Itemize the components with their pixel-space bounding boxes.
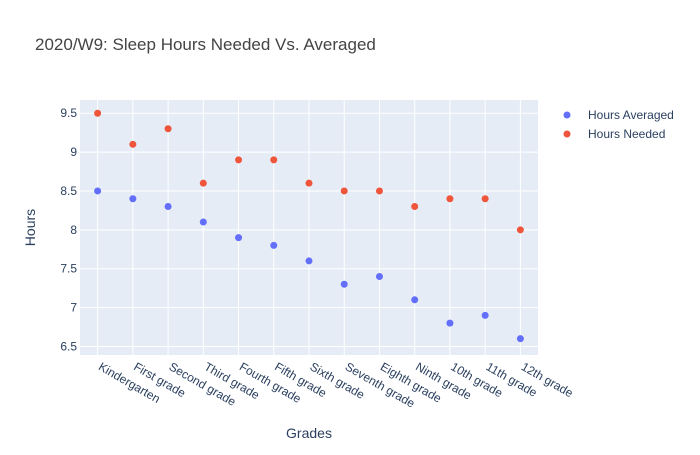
data-point[interactable] [481,195,489,203]
data-point[interactable] [516,226,524,234]
y-tick-label: 7 [70,301,77,315]
data-point[interactable] [305,257,313,265]
data-point[interactable] [129,195,137,203]
data-point[interactable] [411,203,419,211]
series-hours-averaged [94,187,524,343]
data-point[interactable] [340,280,348,288]
data-point[interactable] [199,218,207,226]
data-point[interactable] [411,296,419,304]
legend-marker [563,130,571,138]
y-tick-label: 8.5 [60,184,77,198]
data-points [94,109,524,343]
data-point[interactable] [235,234,243,242]
data-point[interactable] [446,319,454,327]
data-point[interactable] [164,203,172,211]
data-point[interactable] [94,187,102,195]
data-point[interactable] [199,179,207,187]
data-point[interactable] [516,335,524,343]
data-point[interactable] [305,179,313,187]
legend-label: Hours Needed [588,127,665,141]
data-point[interactable] [375,272,383,280]
series-hours-needed [94,109,524,234]
y-axis-ticks: 6.5 7 7.5 8 8.5 9 9.5 [60,106,77,353]
y-tick-label: 8 [70,223,77,237]
data-point[interactable] [481,311,489,319]
legend-marker [563,111,571,119]
data-point[interactable] [375,187,383,195]
data-point[interactable] [270,156,278,164]
legend-item[interactable]: Hours Averaged [563,108,674,122]
y-axis-title: Hours [22,209,38,246]
y-tick-label: 9 [70,145,77,159]
y-tick-label: 6.5 [60,339,77,353]
legend[interactable]: Hours Averaged Hours Needed [563,108,674,141]
data-point[interactable] [164,125,172,133]
legend-label: Hours Averaged [588,108,674,122]
y-tick-label: 7.5 [60,262,77,276]
x-axis-title: Grades [286,425,332,441]
data-point[interactable] [94,109,102,117]
chart-title: 2020/W9: Sleep Hours Needed Vs. Averaged [35,35,376,54]
y-tick-label: 9.5 [60,106,77,120]
data-point[interactable] [129,140,137,148]
data-point[interactable] [270,241,278,249]
gridlines [80,100,538,355]
data-point[interactable] [446,195,454,203]
data-point[interactable] [340,187,348,195]
legend-item[interactable]: Hours Needed [563,127,666,141]
data-point[interactable] [235,156,243,164]
